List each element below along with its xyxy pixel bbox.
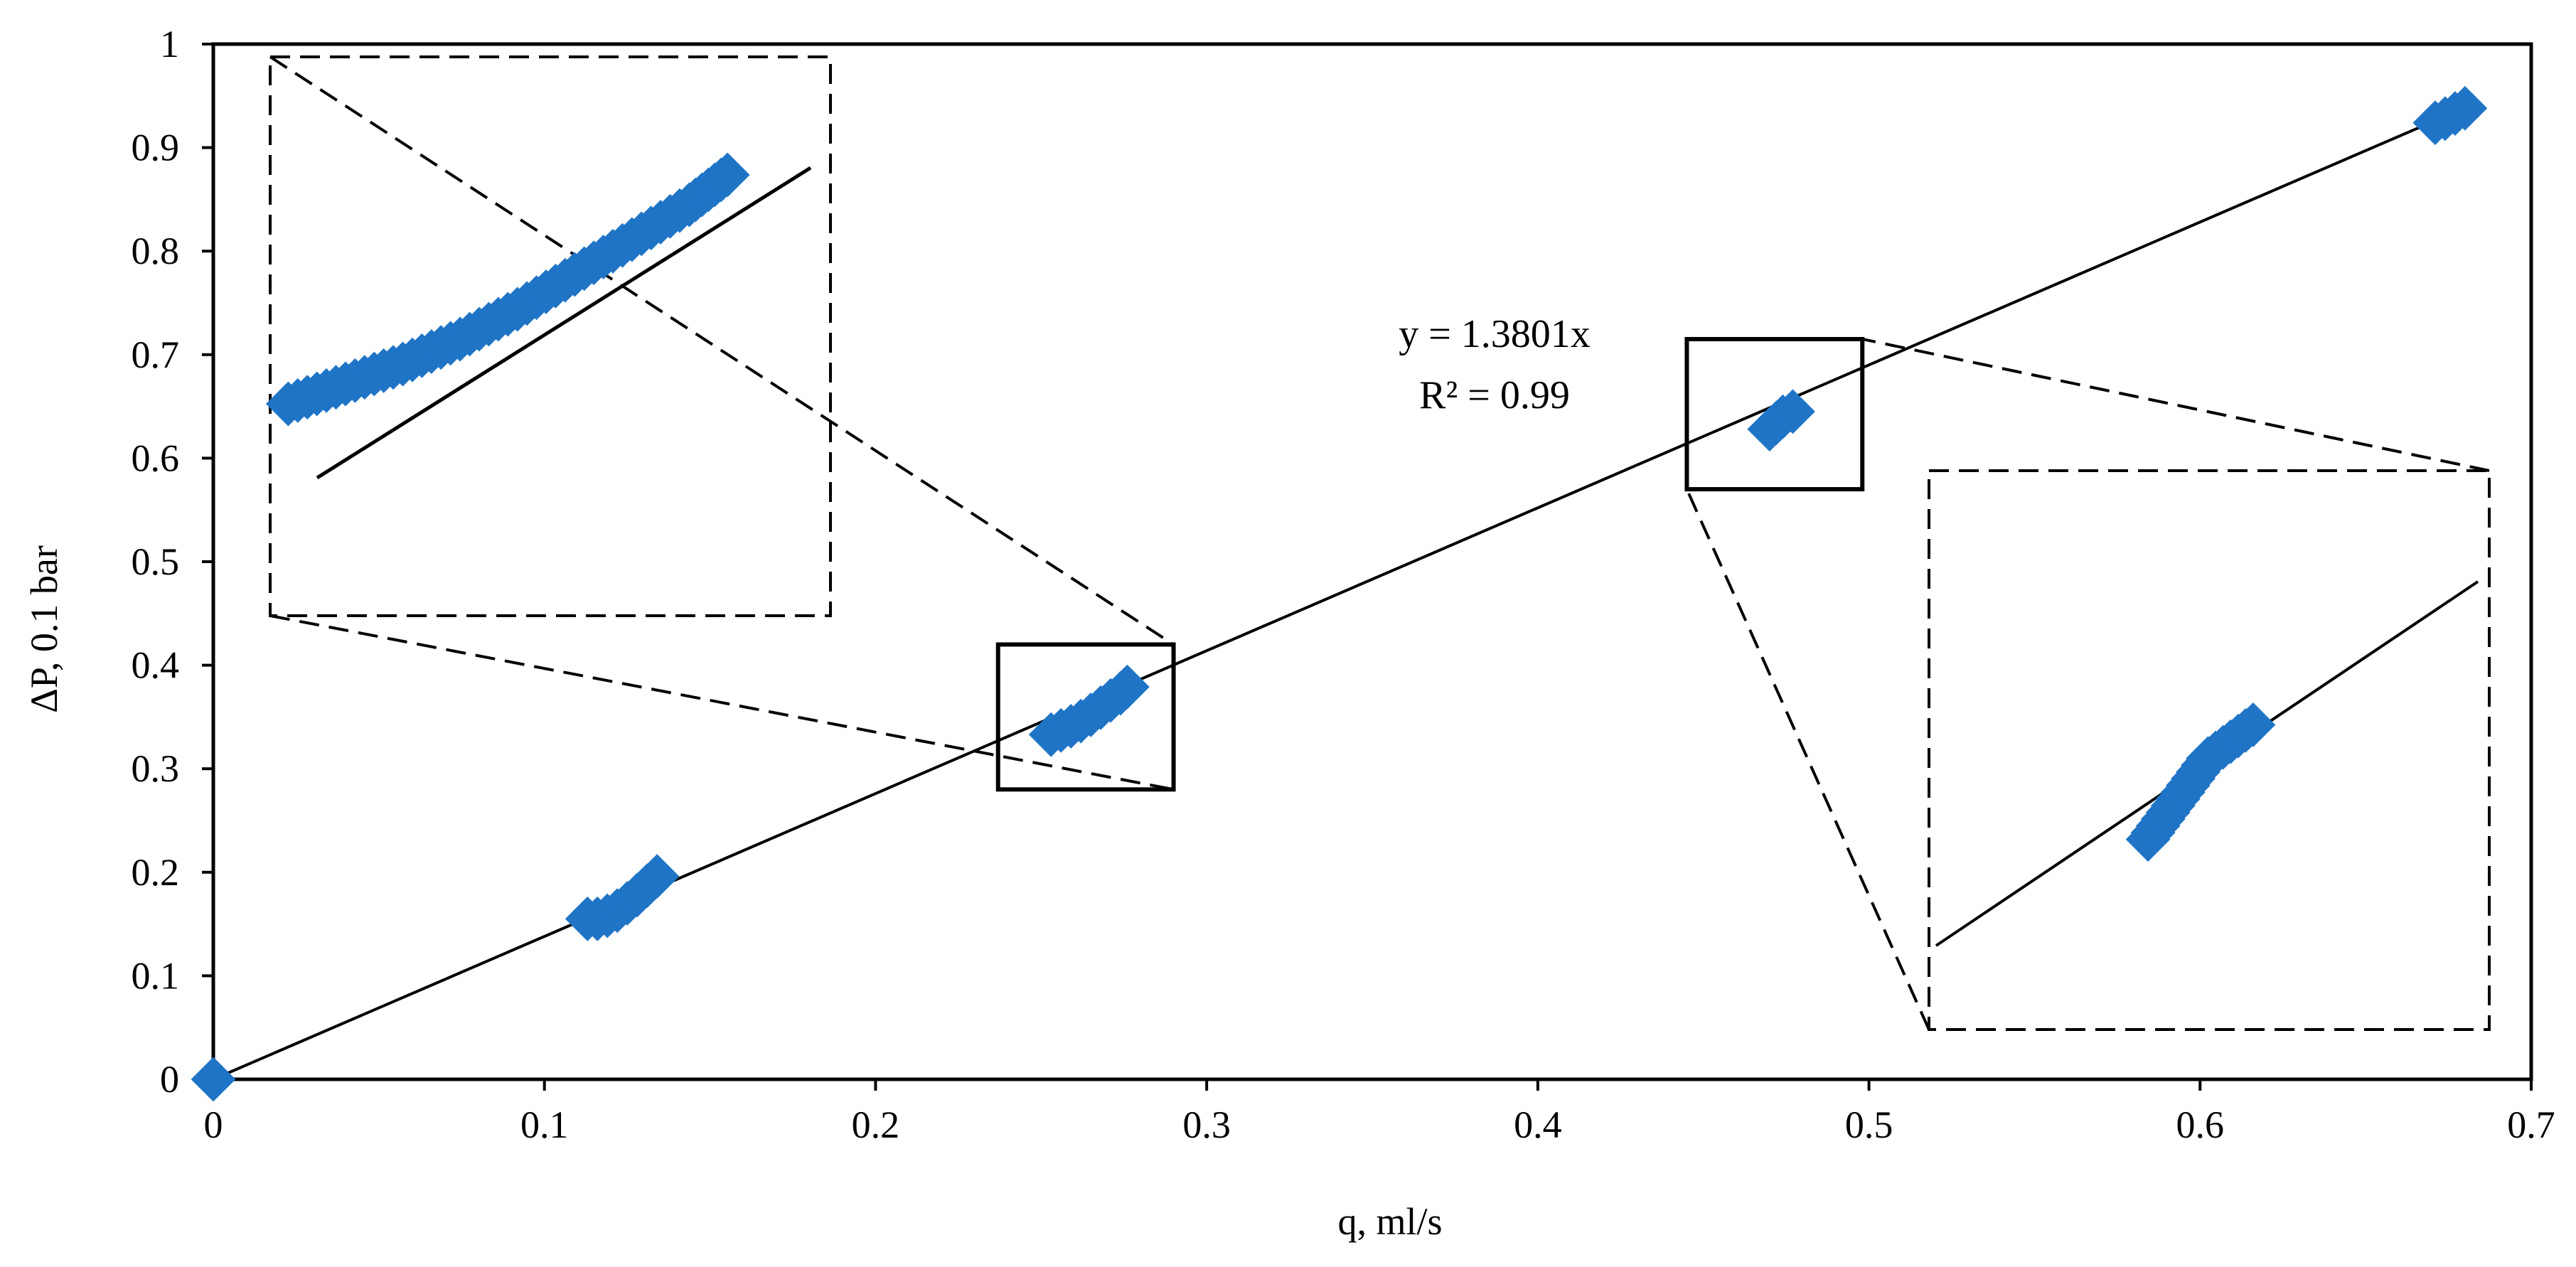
x-tick-label: 0.5 — [1845, 1103, 1893, 1146]
x-tick-label: 0.2 — [852, 1103, 900, 1146]
y-axis-label: ΔP, 0.1 bar — [23, 545, 65, 713]
y-tick-label: 0.7 — [132, 333, 180, 376]
data-point — [1770, 389, 1815, 434]
y-tick-label: 0.2 — [132, 851, 180, 894]
data-point — [191, 1057, 236, 1102]
inset-point — [2230, 702, 2276, 747]
x-tick-label: 0.4 — [1514, 1103, 1562, 1146]
zoom-connector — [269, 614, 1174, 791]
x-tick-label: 0.1 — [520, 1103, 569, 1146]
inset-trendline — [316, 166, 812, 480]
zoom-connector — [269, 55, 1175, 646]
x-tick-label: 0.7 — [2507, 1103, 2555, 1146]
x-axis-label: q, ml/s — [1337, 1200, 1442, 1243]
trendline-r2: R² = 0.99 — [1419, 373, 1570, 417]
y-tick-label: 1 — [160, 23, 179, 65]
inset-frame — [269, 55, 832, 617]
trendline-equation: y = 1.3801x — [1399, 312, 1591, 356]
zoom-connector — [1861, 338, 2490, 472]
x-tick-label: 0.6 — [2176, 1103, 2225, 1146]
axes-layer: 0 0.1 0.2 0.3 0.4 0.5 0.6 0.7 0 0.1 0.2 0.3 0.4 0.5 0.… — [132, 23, 2555, 1146]
y-tick-label: 0.3 — [132, 747, 180, 790]
y-tick-label: 0.1 — [132, 954, 180, 997]
y-tick-label: 0 — [160, 1058, 179, 1101]
y-tick-label: 0.8 — [132, 230, 180, 272]
inset-point — [705, 152, 750, 198]
data-point — [2442, 85, 2488, 131]
data-point — [1104, 664, 1150, 710]
y-tick-label: 0.4 — [132, 644, 180, 687]
zoom-connector — [1685, 488, 1930, 1030]
y-tick-label: 0.5 — [132, 540, 180, 583]
zoom-box — [1684, 336, 1865, 492]
x-tick-label: 0 — [204, 1103, 223, 1146]
points-layer — [191, 85, 2488, 1102]
y-tick-label: 0.6 — [132, 437, 180, 479]
y-tick-label: 0.9 — [132, 127, 180, 169]
data-point — [634, 854, 680, 899]
insets-layer — [265, 55, 2491, 1031]
zoom-box — [995, 642, 1176, 792]
x-tick-label: 0.3 — [1182, 1103, 1231, 1146]
